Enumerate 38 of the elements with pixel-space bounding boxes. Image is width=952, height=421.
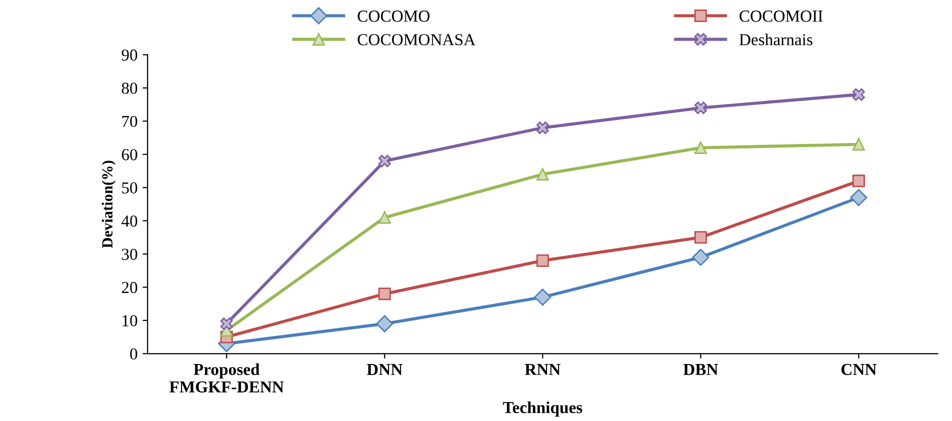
point	[378, 211, 391, 224]
point	[852, 88, 865, 101]
x-tick-label: DBN	[683, 364, 718, 375]
point	[378, 288, 391, 300]
point	[852, 138, 865, 151]
x-tick-label: RNN	[524, 364, 560, 375]
y-tick-label: 80	[122, 82, 138, 94]
point	[852, 174, 865, 188]
point	[850, 188, 868, 206]
point	[694, 231, 707, 244]
x-axis-title: Techniques	[502, 401, 582, 417]
point	[536, 122, 549, 134]
point	[534, 288, 552, 306]
legend-label: COCOMOII	[740, 10, 823, 22]
point	[694, 141, 707, 154]
y-tick-label: 70	[122, 116, 138, 128]
y-tick-label: 90	[122, 49, 138, 61]
point	[692, 248, 710, 266]
y-tick-label: 0	[130, 348, 138, 360]
y-tick-label: 40	[121, 215, 138, 227]
legend-label: COCOMONASA	[358, 34, 476, 46]
legend-label: Desharnais	[739, 34, 812, 46]
x-tick-label: CNN	[841, 364, 877, 376]
point	[694, 102, 707, 114]
point	[378, 154, 391, 168]
legend-label: COCOMO	[358, 10, 430, 22]
y-tick-label: 60	[122, 149, 138, 160]
x-tick-label: Proposed FMGKF-DENN	[169, 363, 284, 393]
point	[536, 168, 549, 181]
y-tick-label: 50	[122, 182, 138, 194]
y-tick-label: 20	[122, 282, 138, 294]
y-axis-title: Deviation(%)	[102, 160, 116, 248]
y-tick-label: 30	[122, 248, 138, 260]
y-tick-label: 10	[122, 315, 138, 326]
x-tick-label: DNN	[366, 364, 402, 375]
point	[376, 315, 394, 332]
point	[220, 318, 233, 330]
point	[536, 254, 549, 267]
